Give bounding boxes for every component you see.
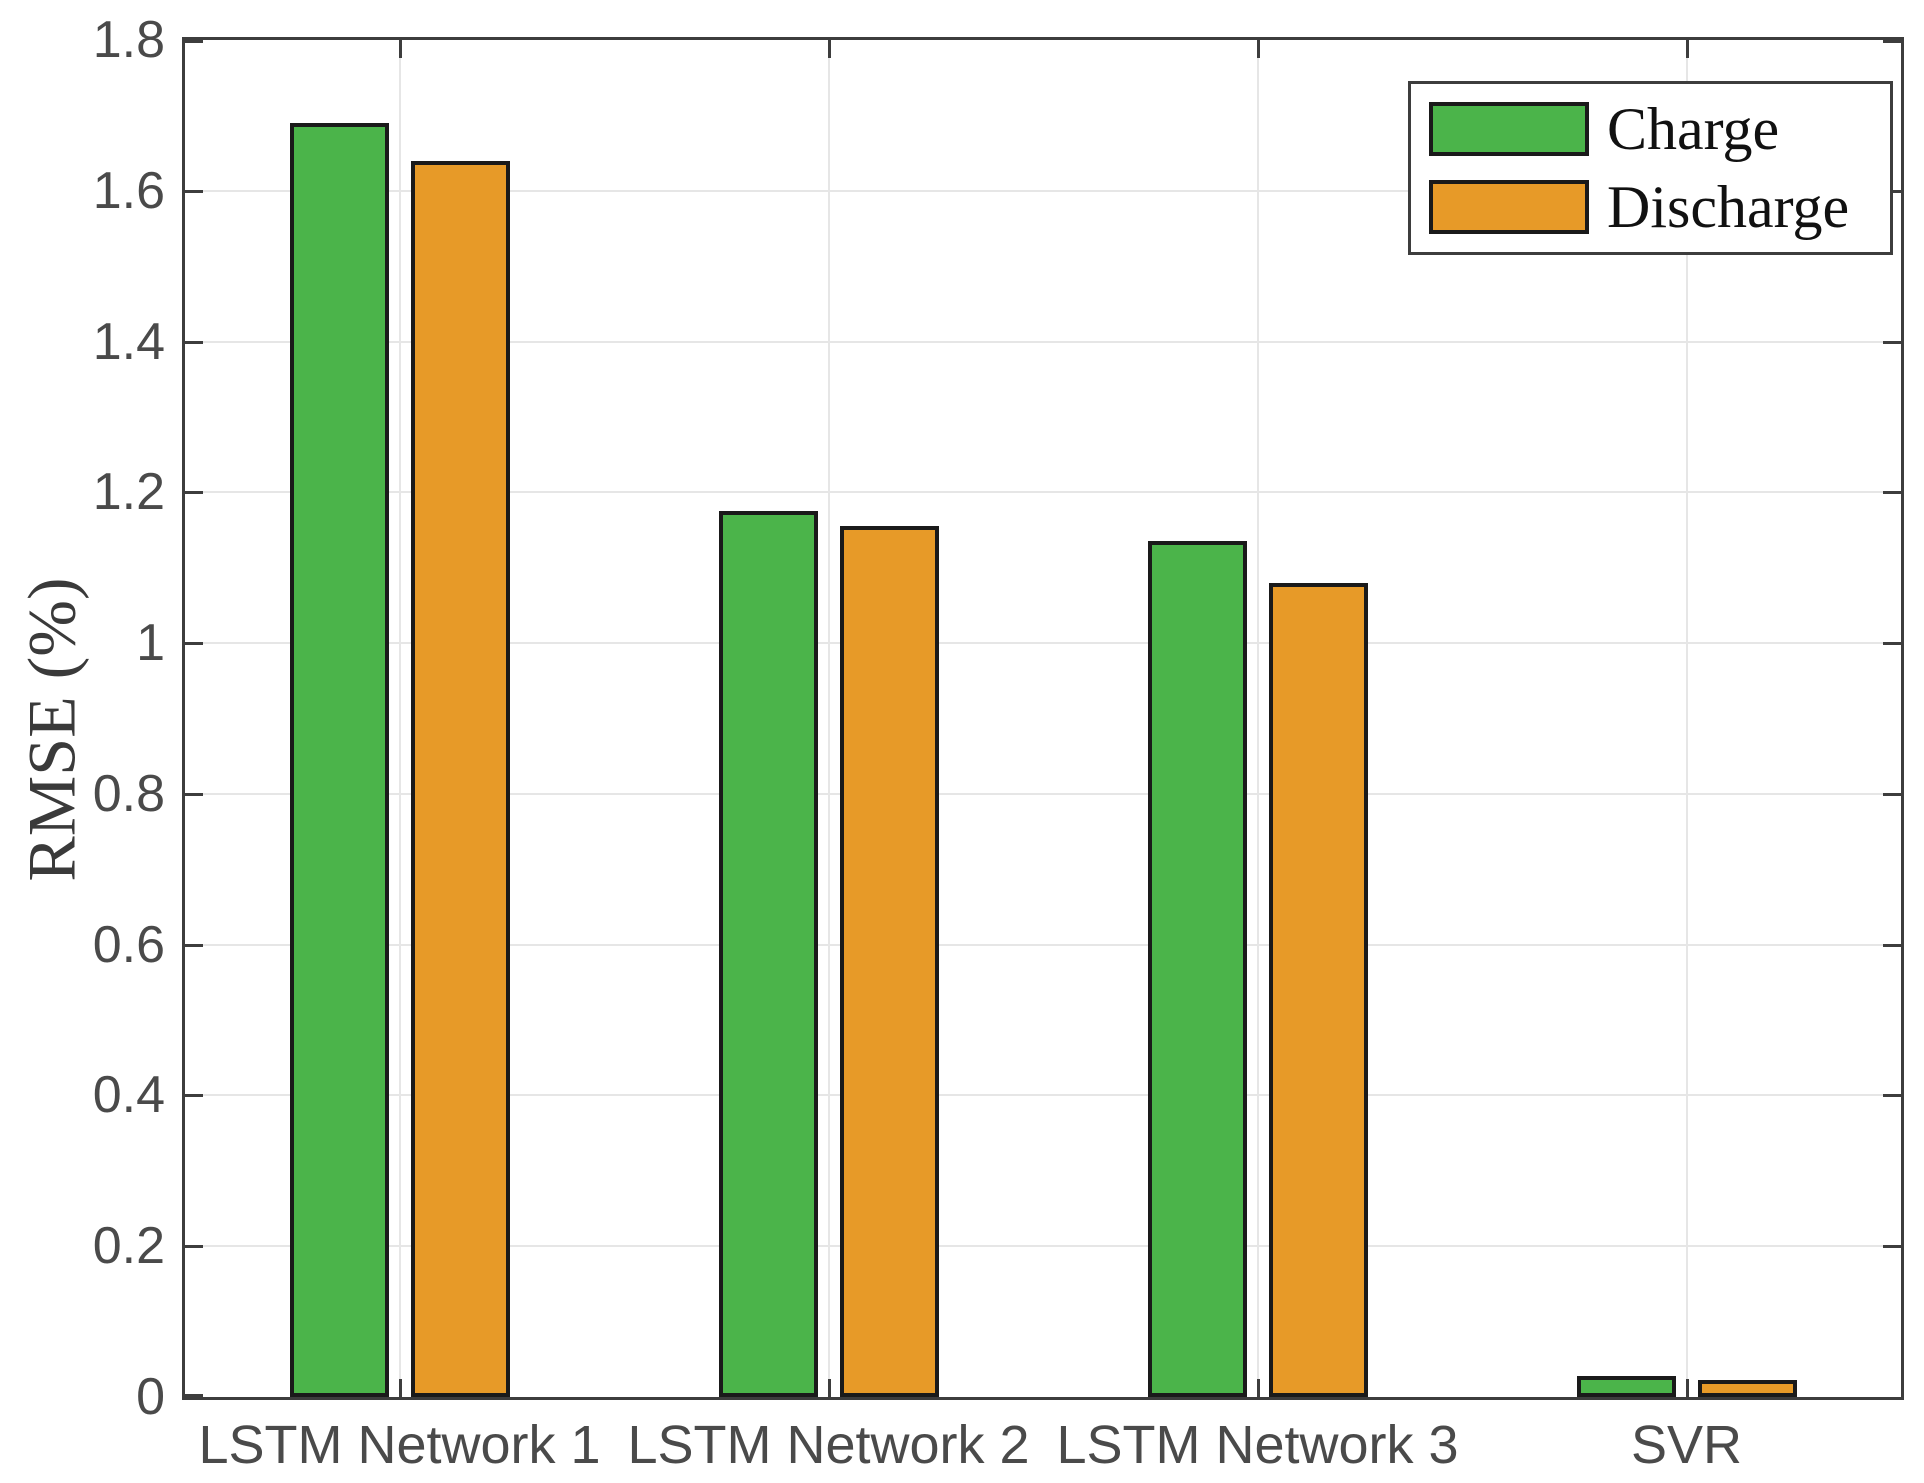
tick-x-bottom-lstm-network-2 (827, 1379, 831, 1397)
x-tick-label-lstm-network-3: LSTM Network 3 (1056, 1415, 1459, 1475)
tick-y-left-0.8 (185, 792, 203, 796)
bar-discharge-lstm-network-1 (410, 161, 510, 1397)
tick-x-bottom-svr (1685, 1379, 1689, 1397)
tick-y-left-0 (185, 1394, 203, 1397)
tick-x-bottom-lstm-network-3 (1256, 1379, 1260, 1397)
tick-y-right-0.6 (1883, 943, 1901, 947)
x-tick-label-lstm-network-1: LSTM Network 1 (198, 1415, 601, 1475)
y-tick-label-1: 1 (136, 614, 165, 673)
tick-x-bottom-lstm-network-1 (398, 1379, 402, 1397)
bar-discharge-lstm-network-3 (1268, 583, 1368, 1397)
y-tick-label-1.2: 1.2 (92, 463, 165, 522)
tick-y-right-1.4 (1883, 340, 1901, 344)
y-tick-label-0.4: 0.4 (92, 1066, 165, 1125)
gridline-y-1.4 (185, 340, 1901, 343)
bar-charge-svr (1576, 1376, 1676, 1397)
y-tick-label-1.6: 1.6 (92, 161, 165, 220)
legend-swatch-charge (1429, 102, 1589, 156)
legend-swatch-discharge (1429, 180, 1589, 234)
bar-charge-lstm-network-3 (1147, 541, 1247, 1397)
legend-label-charge: Charge (1607, 96, 1780, 162)
x-tick-label-svr: SVR (1630, 1415, 1743, 1475)
tick-x-top-lstm-network-3 (1256, 40, 1260, 58)
bar-discharge-svr (1697, 1380, 1797, 1397)
tick-y-right-1.8 (1883, 40, 1901, 43)
legend: Charge Discharge (1408, 81, 1893, 255)
y-tick-label-0.2: 0.2 (92, 1217, 165, 1276)
gridline-y-0.4 (185, 1094, 1901, 1097)
tick-y-left-1 (185, 642, 203, 646)
gridline-x-lstm-network-3 (1256, 40, 1259, 1397)
gridline-y-1 (185, 642, 1901, 645)
tick-y-right-0.2 (1883, 1245, 1901, 1249)
gridline-y-1.2 (185, 491, 1901, 494)
tick-y-left-1.4 (185, 340, 203, 344)
tick-y-right-1.2 (1883, 491, 1901, 495)
x-tick-label-lstm-network-2: LSTM Network 2 (627, 1415, 1030, 1475)
gridline-y-0.6 (185, 943, 1901, 946)
tick-y-right-0.4 (1883, 1094, 1901, 1098)
tick-y-right-1 (1883, 642, 1901, 646)
plot-area (182, 37, 1904, 1400)
tick-x-top-lstm-network-1 (398, 40, 402, 58)
gridline-x-lstm-network-2 (827, 40, 830, 1397)
bar-charge-lstm-network-1 (289, 123, 389, 1397)
tick-y-left-1.8 (185, 40, 203, 43)
tick-y-left-0.2 (185, 1245, 203, 1249)
gridline-y-1.6 (185, 189, 1901, 192)
legend-label-discharge: Discharge (1607, 174, 1850, 240)
gridline-y-0.2 (185, 1245, 1901, 1248)
gridline-x-svr (1685, 40, 1688, 1397)
y-tick-label-1.4: 1.4 (92, 312, 165, 371)
y-tick-label-1.8: 1.8 (92, 11, 165, 69)
tick-x-top-svr (1685, 40, 1689, 58)
legend-item-discharge: Discharge (1429, 176, 1872, 238)
y-tick-label-0.8: 0.8 (92, 764, 165, 823)
gridline-x-lstm-network-1 (398, 40, 401, 1397)
legend-item-charge: Charge (1429, 98, 1872, 160)
y-tick-label-0: 0 (136, 1368, 165, 1426)
tick-y-left-0.4 (185, 1094, 203, 1098)
y-tick-label-0.6: 0.6 (92, 915, 165, 974)
bar-charge-lstm-network-2 (718, 511, 818, 1397)
tick-x-top-lstm-network-2 (827, 40, 831, 58)
tick-y-left-1.2 (185, 491, 203, 495)
tick-y-left-1.6 (185, 189, 203, 193)
tick-y-right-0.8 (1883, 792, 1901, 796)
tick-y-left-0.6 (185, 943, 203, 947)
bar-discharge-lstm-network-2 (839, 526, 939, 1397)
gridline-y-0.8 (185, 792, 1901, 795)
